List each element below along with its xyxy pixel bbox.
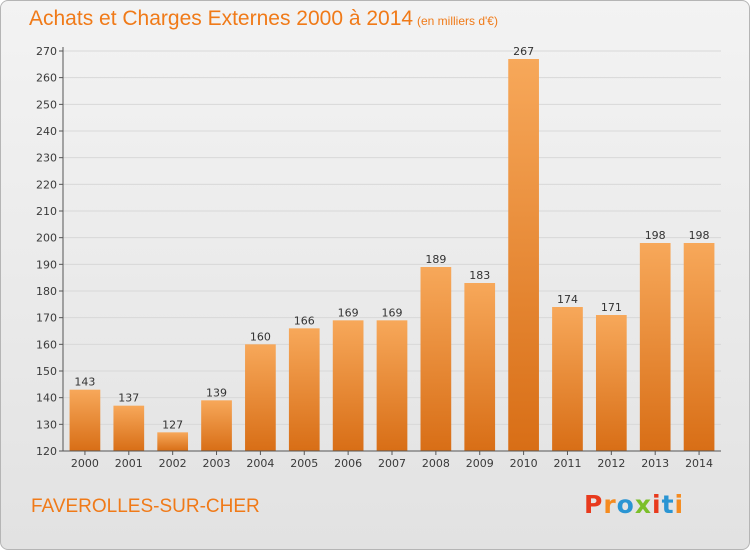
y-tick-label: 190 [36,258,57,271]
place-name: FAVEROLLES-SUR-CHER [31,496,260,517]
y-tick-label: 220 [36,178,57,191]
chart-subtitle: (en milliers d'€) [417,14,498,28]
data-label: 198 [689,229,710,242]
x-tick-label: 2004 [246,457,274,470]
bar [508,59,539,451]
data-label: 166 [294,314,315,327]
y-tick-label: 180 [36,285,57,298]
logo-letter: r [603,490,617,519]
y-tick-label: 240 [36,125,57,138]
chart-title: Achats et Charges Externes 2000 à 2014 [29,7,414,30]
data-label: 160 [250,330,271,343]
data-label: 267 [513,45,534,58]
bar [420,267,452,451]
x-tick-label: 2008 [422,457,450,470]
bar [288,328,320,451]
x-tick-label: 2007 [378,457,406,470]
data-label: 169 [382,306,403,319]
x-tick-label: 2005 [290,457,318,470]
bar [464,283,496,451]
x-tick-label: 2014 [685,457,713,470]
y-tick-label: 150 [36,365,57,378]
bar [595,315,627,451]
x-tick-label: 2009 [466,457,494,470]
x-tick-label: 2003 [203,457,231,470]
bar [639,243,671,451]
proxiti-logo: Proxiti [584,490,684,519]
y-tick-label: 260 [36,72,57,85]
logo-letter: x [634,490,652,519]
x-tick-label: 2013 [641,457,669,470]
labels: 120 130 140 150 160 170 180 190 200 210 220 230 240 2… [36,45,713,470]
bar [113,405,145,451]
x-tick-label: 2006 [334,457,362,470]
bar [683,243,715,451]
logo-letter: i [674,490,685,519]
bars [69,59,715,451]
data-label: 169 [338,306,359,319]
data-label: 127 [162,418,183,431]
y-tick-label: 130 [36,418,57,431]
y-tick-label: 170 [36,312,57,325]
y-tick-label: 230 [36,152,57,165]
data-label: 183 [469,269,490,282]
bar [245,344,276,451]
logo-letter: t [661,490,675,519]
axes [59,47,721,455]
bar [376,320,408,451]
bar [552,307,583,451]
bar [69,389,101,451]
y-tick-label: 160 [36,338,57,351]
x-tick-label: 2001 [115,457,143,470]
y-tick-label: 120 [36,445,57,458]
data-label: 143 [74,376,95,389]
logo-letter: P [584,490,604,519]
x-tick-label: 2000 [71,457,99,470]
x-tick-label: 2010 [510,457,538,470]
x-tick-label: 2002 [159,457,187,470]
bar [201,400,232,451]
y-tick-label: 140 [36,392,57,405]
data-label: 171 [601,301,622,314]
data-label: 139 [206,386,227,399]
data-label: 137 [118,392,139,405]
logo-letter: i [652,490,662,519]
data-label: 198 [645,229,666,242]
x-tick-label: 2011 [553,457,581,470]
data-label: 174 [557,293,578,306]
y-tick-label: 270 [36,45,57,58]
y-tick-label: 210 [36,205,57,218]
bar [332,320,364,451]
bar [157,432,189,451]
logo-letter: o [616,490,635,519]
y-tick-label: 250 [36,98,57,111]
y-tick-label: 200 [36,232,57,245]
x-tick-label: 2012 [597,457,625,470]
data-label: 189 [425,253,446,266]
